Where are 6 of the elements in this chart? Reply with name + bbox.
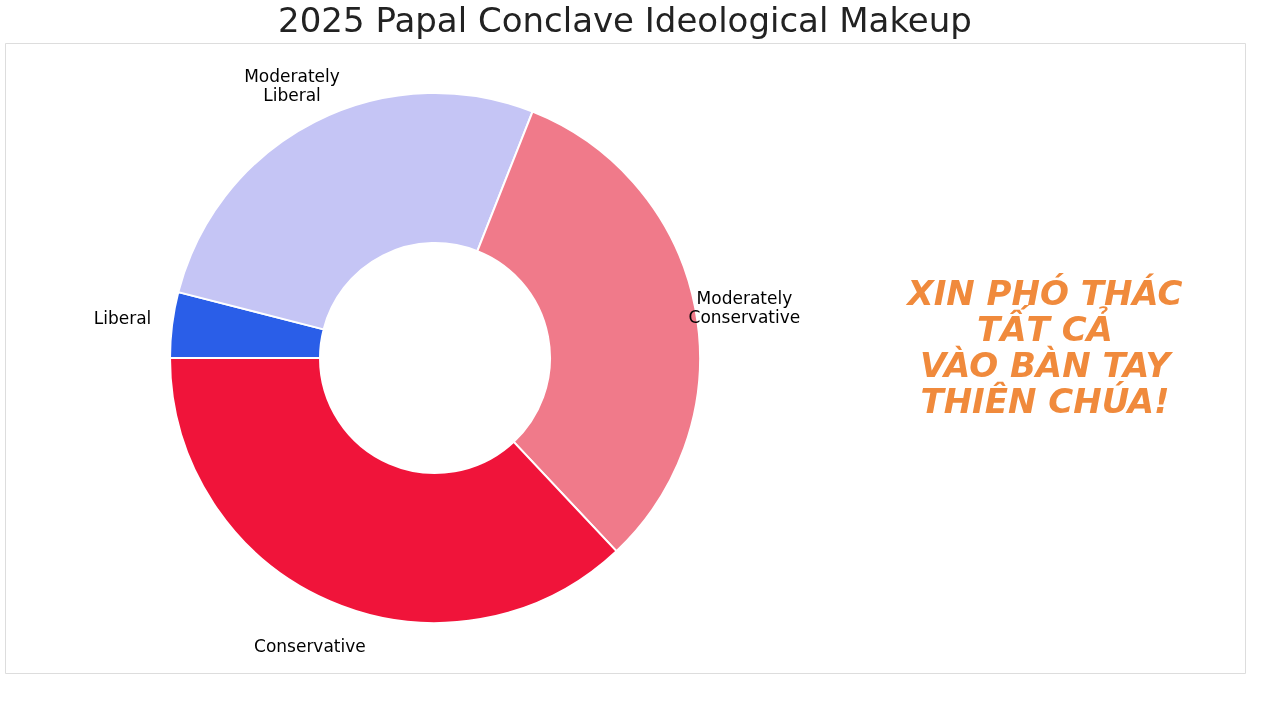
chart-title: 2025 Papal Conclave Ideological Makeup: [278, 0, 972, 40]
slice-label: Conservative: [254, 636, 366, 657]
slice-label: Moderately Liberal: [244, 66, 340, 106]
slice-label: Liberal: [93, 307, 152, 328]
slice-label: Moderately Conservative: [688, 287, 801, 327]
text: XIN PHÓ THÁC TẤT CẢ VÀO BÀN TAY THIÊN CHÚA!: [905, 273, 1183, 421]
